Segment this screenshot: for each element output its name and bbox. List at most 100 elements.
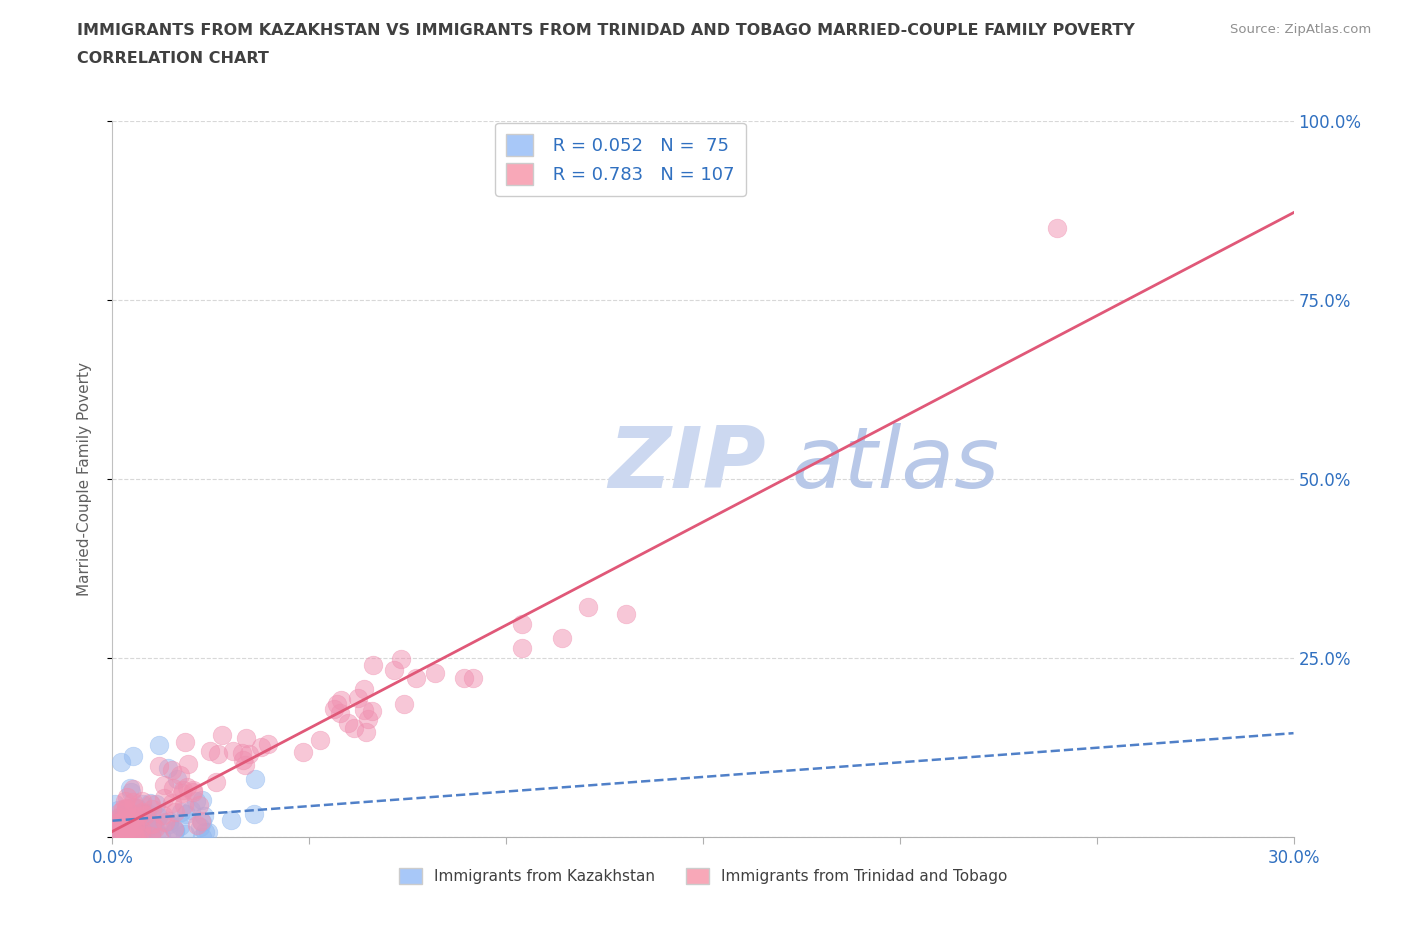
- Point: [221, 744, 243, 759]
- Point: [181, 782, 204, 797]
- Point: [127, 829, 149, 844]
- Point: [194, 824, 217, 839]
- Point: [138, 830, 160, 844]
- Point: [347, 690, 370, 705]
- Point: [405, 671, 427, 685]
- Point: [177, 756, 200, 771]
- Point: [463, 671, 485, 685]
- Point: [127, 801, 149, 816]
- Point: [510, 617, 533, 631]
- Point: [148, 830, 170, 844]
- Point: [163, 824, 186, 839]
- Point: [204, 775, 226, 790]
- Point: [104, 797, 127, 812]
- Text: IMMIGRANTS FROM KAZAKHSTAN VS IMMIGRANTS FROM TRINIDAD AND TOBAGO MARRIED-COUPLE: IMMIGRANTS FROM KAZAKHSTAN VS IMMIGRANTS…: [77, 23, 1135, 38]
- Point: [191, 792, 214, 807]
- Point: [231, 746, 253, 761]
- Text: CORRELATION CHART: CORRELATION CHART: [77, 51, 269, 66]
- Point: [141, 802, 163, 817]
- Point: [323, 701, 346, 716]
- Point: [101, 828, 124, 843]
- Point: [124, 827, 146, 842]
- Point: [131, 793, 153, 808]
- Point: [309, 732, 332, 747]
- Point: [138, 795, 160, 810]
- Point: [111, 830, 134, 844]
- Point: [134, 807, 156, 822]
- Point: [107, 818, 129, 833]
- Point: [112, 812, 135, 827]
- Point: [157, 817, 180, 831]
- Point: [124, 810, 146, 825]
- Point: [122, 815, 145, 830]
- Point: [157, 761, 180, 776]
- Point: [103, 830, 125, 844]
- Point: [360, 703, 382, 718]
- Point: [111, 802, 134, 817]
- Point: [120, 785, 142, 800]
- Point: [551, 631, 574, 645]
- Point: [115, 830, 138, 844]
- Point: [163, 804, 186, 819]
- Point: [131, 796, 153, 811]
- Point: [115, 801, 138, 816]
- Point: [107, 829, 129, 844]
- Point: [108, 810, 131, 825]
- Point: [232, 752, 254, 767]
- Point: [121, 794, 143, 809]
- Point: [143, 821, 166, 836]
- Point: [162, 780, 184, 795]
- Point: [361, 658, 384, 672]
- Point: [148, 810, 170, 825]
- Point: [112, 809, 135, 824]
- Point: [118, 815, 141, 830]
- Point: [353, 702, 375, 717]
- Point: [118, 811, 141, 826]
- Point: [117, 816, 139, 830]
- Point: [174, 806, 197, 821]
- Point: [117, 816, 139, 830]
- Point: [382, 663, 405, 678]
- Point: [163, 823, 186, 838]
- Point: [186, 817, 208, 832]
- Point: [136, 813, 159, 828]
- Point: [125, 830, 148, 844]
- Point: [117, 812, 139, 827]
- Point: [211, 727, 233, 742]
- Point: [127, 811, 149, 826]
- Point: [139, 822, 162, 837]
- Point: [118, 809, 141, 824]
- Point: [114, 821, 136, 836]
- Point: [104, 824, 127, 839]
- Point: [127, 809, 149, 824]
- Text: ZIP: ZIP: [609, 423, 766, 506]
- Point: [122, 799, 145, 814]
- Point: [160, 796, 183, 811]
- Point: [191, 830, 214, 844]
- Point: [110, 804, 132, 819]
- Point: [169, 818, 191, 833]
- Point: [160, 763, 183, 777]
- Point: [148, 737, 170, 752]
- Point: [139, 829, 162, 844]
- Point: [207, 747, 229, 762]
- Point: [162, 822, 184, 837]
- Point: [181, 785, 204, 800]
- Point: [172, 786, 194, 801]
- Point: [510, 641, 533, 656]
- Point: [392, 697, 415, 711]
- Point: [453, 671, 475, 685]
- Point: [173, 798, 195, 813]
- Point: [135, 805, 157, 820]
- Point: [148, 809, 170, 824]
- Point: [242, 806, 264, 821]
- Point: [118, 781, 141, 796]
- Point: [235, 730, 257, 745]
- Point: [184, 793, 207, 808]
- Point: [190, 815, 212, 830]
- Point: [139, 829, 162, 844]
- Point: [121, 782, 143, 797]
- Point: [152, 777, 174, 792]
- Point: [153, 815, 176, 830]
- Point: [166, 772, 188, 787]
